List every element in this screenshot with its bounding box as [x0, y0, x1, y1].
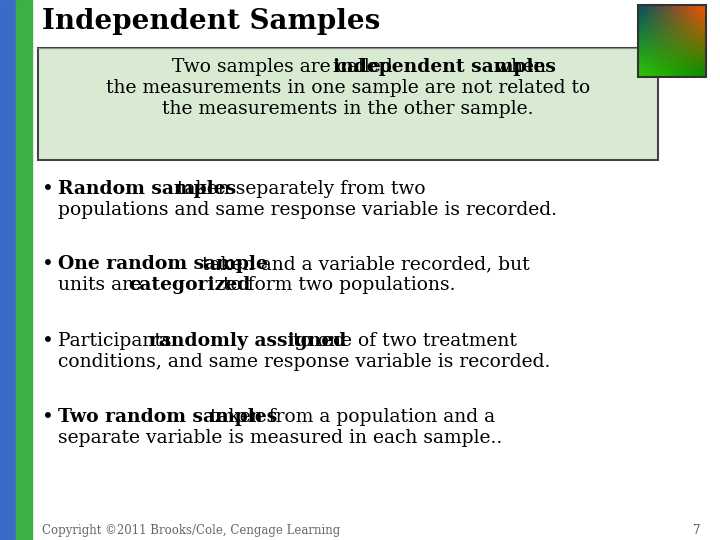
Text: One random sample: One random sample — [58, 255, 268, 273]
Text: taken separately from two: taken separately from two — [171, 180, 426, 198]
Text: independent samples: independent samples — [333, 58, 556, 76]
Text: separate variable is measured in each sample..: separate variable is measured in each sa… — [58, 429, 503, 447]
Text: the measurements in one sample are not related to: the measurements in one sample are not r… — [106, 79, 590, 97]
Bar — [0, 0, 16, 540]
Text: 7: 7 — [693, 524, 700, 537]
FancyBboxPatch shape — [38, 48, 658, 160]
Text: taken from a population and a: taken from a population and a — [204, 408, 495, 426]
Text: Participants: Participants — [58, 332, 178, 350]
Text: •: • — [42, 408, 54, 427]
Text: Copyright ©2011 Brooks/Cole, Cengage Learning: Copyright ©2011 Brooks/Cole, Cengage Lea… — [42, 524, 341, 537]
Bar — [638, 5, 706, 77]
Text: to form two populations.: to form two populations. — [217, 276, 456, 294]
Text: randomly assigned: randomly assigned — [149, 332, 346, 350]
Text: •: • — [42, 180, 54, 199]
Text: •: • — [42, 332, 54, 351]
Text: categorized: categorized — [128, 276, 251, 294]
Text: the measurements in the other sample.: the measurements in the other sample. — [162, 100, 534, 118]
Text: •: • — [42, 255, 54, 274]
Text: units are: units are — [58, 276, 148, 294]
Text: to one of two treatment: to one of two treatment — [287, 332, 516, 350]
Text: populations and same response variable is recorded.: populations and same response variable i… — [58, 201, 557, 219]
Text: Independent Samples: Independent Samples — [42, 8, 380, 35]
Text: when: when — [489, 58, 546, 76]
Text: Two random samples: Two random samples — [58, 408, 277, 426]
Text: taken and a variable recorded, but: taken and a variable recorded, but — [196, 255, 529, 273]
Text: conditions, and same response variable is recorded.: conditions, and same response variable i… — [58, 353, 550, 371]
Text: Two samples are called: Two samples are called — [172, 58, 399, 76]
Bar — [16, 0, 32, 540]
Text: Random samples: Random samples — [58, 180, 236, 198]
